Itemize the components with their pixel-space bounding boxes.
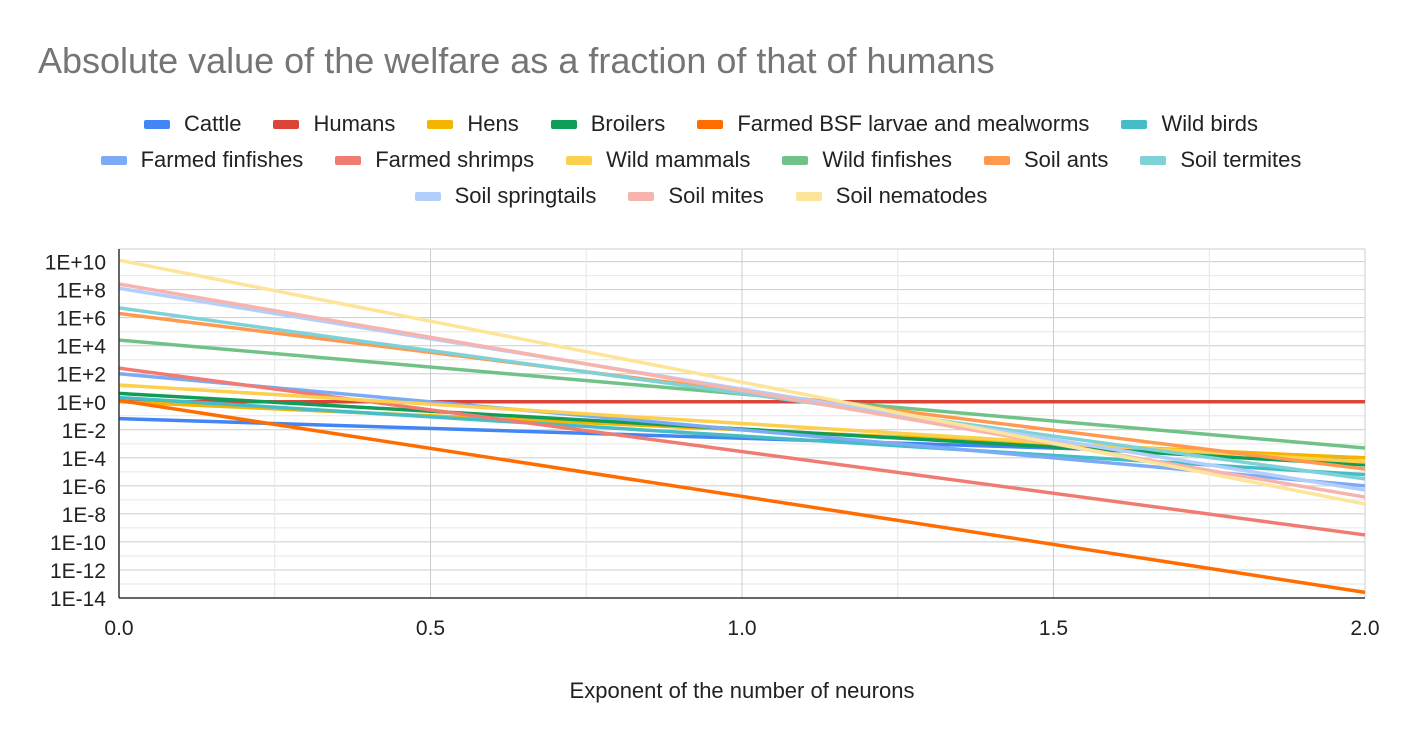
y-tick-label: 1E+8 [56, 280, 106, 303]
legend-label: Humans [313, 111, 396, 136]
legend-item-hens[interactable]: Hens [427, 111, 519, 137]
series-line-soil-nematodes [118, 258, 1366, 506]
series-line-soil-mites [118, 282, 1366, 499]
legend-swatch [427, 119, 454, 129]
legend-item-soil-mites[interactable]: Soil mites [628, 183, 764, 209]
y-tick-label: 1E-14 [50, 588, 106, 611]
legend-label: Soil springtails [454, 183, 597, 208]
legend-swatch [100, 155, 127, 165]
legend-swatch [143, 119, 170, 129]
legend-label: Broilers [590, 111, 666, 136]
legend-item-farmed-finfishes[interactable]: Farmed finfishes [100, 147, 304, 173]
series-line-farmed-shrimps [118, 366, 1366, 537]
legend-label: Soil ants [1023, 147, 1109, 172]
y-tick-label: 1E-10 [50, 532, 106, 555]
y-tick-label: 1E-6 [62, 476, 106, 499]
legend-swatch [782, 155, 809, 165]
legend-label: Farmed finfishes [140, 147, 304, 172]
legend-item-humans[interactable]: Humans [273, 111, 395, 137]
series-lines [118, 258, 1366, 595]
y-tick-label: 1E+10 [45, 252, 106, 275]
legend-swatch [414, 191, 441, 201]
legend-item-soil-nematodes[interactable]: Soil nematodes [795, 183, 988, 209]
legend-label: Farmed shrimps [375, 147, 535, 172]
legend-label: Soil mites [668, 183, 764, 208]
legend-item-farmed-shrimps[interactable]: Farmed shrimps [335, 147, 534, 173]
legend-swatch [983, 155, 1010, 165]
legend-label: Wild mammals [606, 147, 751, 172]
legend-swatch [795, 191, 822, 201]
y-tick-label: 1E+0 [56, 392, 106, 415]
legend-swatch [1140, 155, 1167, 165]
x-tick-label: 2.0 [1350, 617, 1379, 640]
legend-item-broilers[interactable]: Broilers [550, 111, 666, 137]
legend-label: Cattle [183, 111, 242, 136]
legend-swatch [335, 155, 362, 165]
legend-swatch [566, 155, 593, 165]
series-line-farmed-bsf-larvae-and-mealworms [118, 398, 1366, 595]
legend-label: Wild birds [1161, 111, 1259, 136]
legend-item-wild-finfishes[interactable]: Wild finfishes [782, 147, 952, 173]
legend-label: Soil nematodes [835, 183, 988, 208]
legend-swatch [1121, 119, 1148, 129]
legend-item-wild-mammals[interactable]: Wild mammals [566, 147, 750, 173]
legend-swatch [550, 119, 577, 129]
legend-item-soil-springtails[interactable]: Soil springtails [414, 183, 597, 209]
legend-label: Soil termites [1180, 147, 1302, 172]
y-tick-label: 1E+4 [56, 336, 106, 359]
x-tick-label: 0.5 [416, 617, 445, 640]
x-tick-label: 1.5 [1039, 617, 1068, 640]
y-tick-label: 1E+2 [56, 364, 106, 387]
chart-title: Absolute value of the welfare as a fract… [38, 40, 995, 81]
legend-label: Hens [467, 111, 519, 136]
legend-swatch [273, 119, 300, 129]
y-tick-label: 1E+6 [56, 308, 106, 331]
x-tick-label: 1.0 [727, 617, 756, 640]
y-tick-label: 1E-2 [62, 420, 106, 443]
x-tick-label: 0.0 [104, 617, 133, 640]
legend-row-2: Farmed finfishes Farmed shrimps Wild mamma… [0, 145, 1402, 175]
legend-item-soil-ants[interactable]: Soil ants [983, 147, 1109, 173]
y-tick-label: 1E-8 [62, 504, 106, 527]
legend-swatch [697, 119, 724, 129]
legend-row-1: Cattle Humans Hens Broilers Farmed BSF larva… [0, 109, 1402, 139]
legend-label: Farmed BSF larvae and mealworms [737, 111, 1090, 136]
series-line-farmed-finfishes [118, 372, 1366, 488]
axis-tick-labels: 1E+10 1E+8 1E+6 1E+4 1E+2 1E+0 1E-2 1E-4 1E-6 1E-… [45, 249, 1380, 640]
legend-label: Wild finfishes [822, 147, 952, 172]
x-axis-title: Exponent of the number of neurons [569, 678, 915, 703]
legend-item-farmed-bsf-larvae-and-mealworms[interactable]: Farmed BSF larvae and mealworms [697, 111, 1089, 137]
legend-item-cattle[interactable]: Cattle [143, 111, 242, 137]
legend-swatch [628, 191, 655, 201]
legend-item-soil-termites[interactable]: Soil termites [1140, 147, 1301, 173]
series-line-soil-termites [118, 306, 1366, 481]
legend-row-3: Soil springtails Soil mites Soil nematodes [0, 181, 1402, 211]
y-tick-label: 1E-4 [62, 448, 107, 471]
legend-item-wild-birds[interactable]: Wild birds [1121, 111, 1258, 137]
y-tick-label: 1E-12 [50, 560, 106, 583]
